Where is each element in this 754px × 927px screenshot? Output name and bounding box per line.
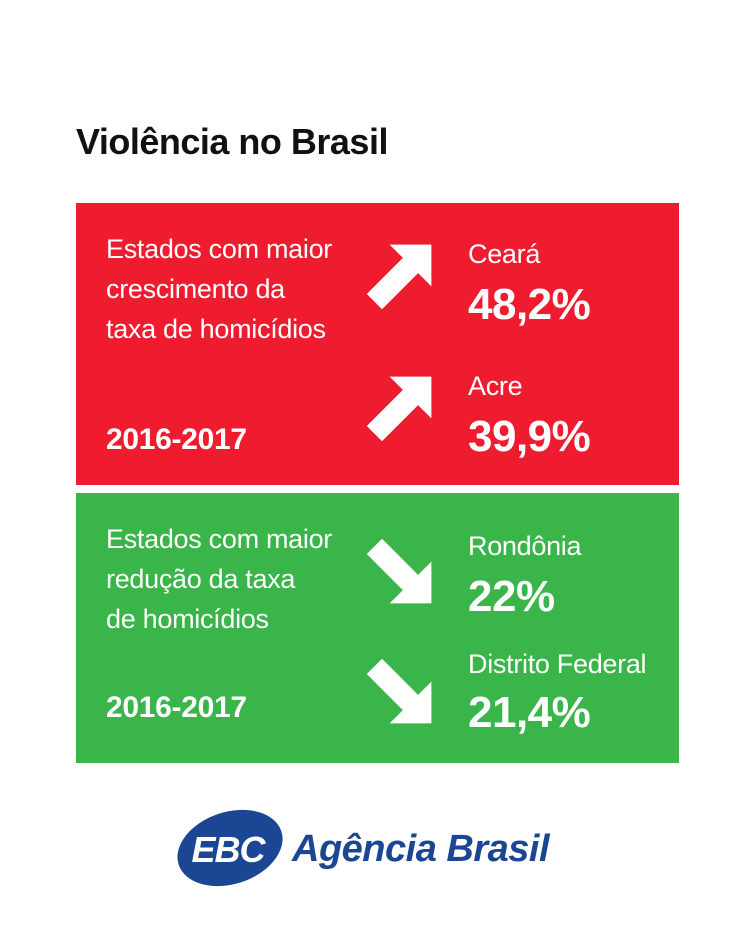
state-value: 22% [468,572,555,621]
state-name: Distrito Federal [468,649,647,679]
state-name: Acre [468,371,523,401]
state-value: 21,4% [468,688,591,737]
ebc-agencia-brasil-logo: EBC Agência Brasil [174,806,594,890]
decrease-panel: Estados com maior redução da taxa de hom… [76,493,679,763]
arrow-up-right-icon [366,244,432,310]
state-value: 39,9% [468,412,591,461]
page-title: Violência no Brasil [76,121,388,162]
description-line: Estados com maior [106,524,332,554]
arrow-down-right-icon [366,538,432,604]
state-name: Rondônia [468,531,582,561]
increase-description: Estados com maior crescimento da taxa de… [106,229,366,349]
description-line: redução da taxa [106,564,296,594]
description-line: crescimento da [106,274,285,304]
logo-name: Agência Brasil [292,828,550,870]
decrease-description: Estados com maior redução da taxa de hom… [106,519,366,639]
increase-period: 2016-2017 [106,423,247,456]
arrow-up-right-icon [366,376,432,442]
state-value: 48,2% [468,280,591,329]
description-line: Estados com maior [106,234,332,264]
state-name: Ceará [468,239,541,269]
increase-panel: Estados com maior crescimento da taxa de… [76,203,679,485]
ebc-badge-icon: EBC [177,809,283,887]
logo-badge-text: EBC [191,829,266,870]
decrease-period: 2016-2017 [106,691,247,724]
description-line: de homicídios [106,604,269,634]
arrow-down-right-icon [366,658,432,724]
description-line: taxa de homicídios [106,314,326,344]
